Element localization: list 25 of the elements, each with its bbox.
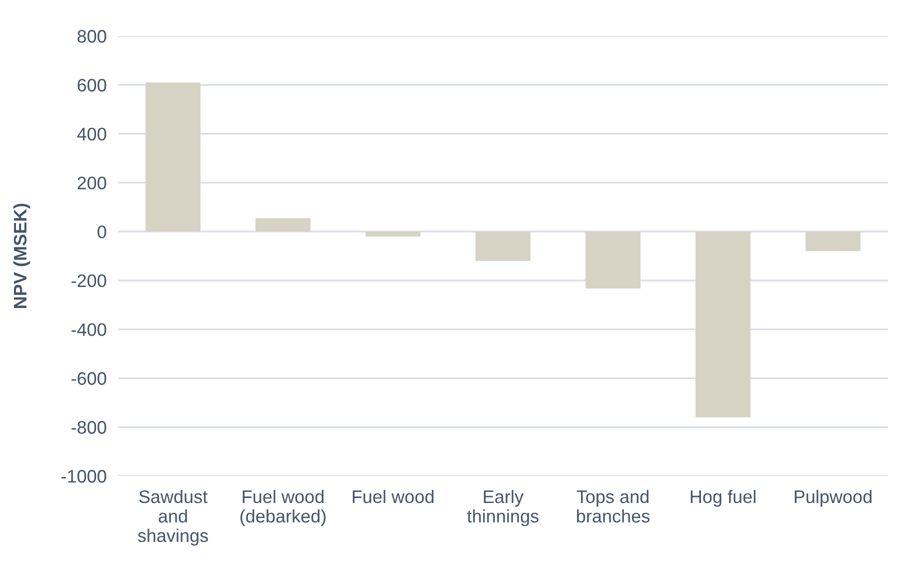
y-tick-label: -200 [72,274,106,288]
x-tick-label: Sawdust and shavings [138,490,208,546]
y-tick-label: -800 [72,421,106,434]
bar [806,232,860,252]
y-tick-label: 200 [78,176,106,190]
x-tick-label: Early thinnings [467,490,538,526]
y-axis-title: NPV (MSEK) [13,204,30,308]
bar [366,232,420,236]
bar [586,232,640,289]
y-tick-label: 0 [98,225,106,238]
x-tick-label: Tops and branches [576,490,650,523]
y-tick-label: 800 [78,30,106,43]
bar [696,232,750,418]
y-tick-label: 400 [77,128,106,140]
bar [256,218,310,232]
x-tick-label: Hog fuel [690,490,756,507]
bar [146,82,200,232]
y-tick-label: -1000 [62,470,106,483]
y-tick-label: -600 [72,372,106,385]
y-tick-label: -400 [72,323,106,336]
x-tick-label: Pulpwood [794,490,872,507]
x-tick-label: Fuel wood (debarked) [240,490,326,526]
y-tick-label: 600 [78,78,106,92]
bar [476,232,530,261]
x-tick-label: Fuel wood [352,490,434,504]
